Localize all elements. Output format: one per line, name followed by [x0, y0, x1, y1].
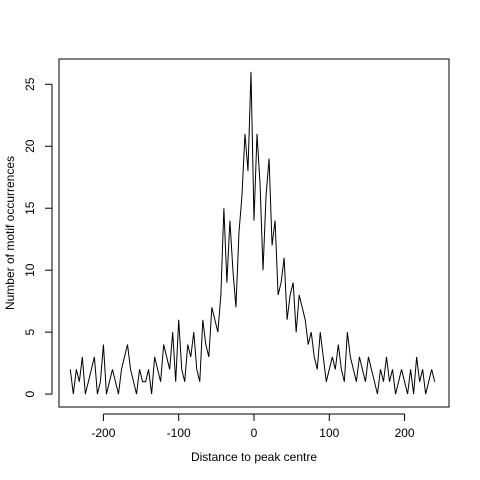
- y-tick-label: 15: [23, 201, 37, 215]
- x-axis-title: Distance to peak centre: [191, 450, 317, 464]
- x-tick-label: -200: [91, 426, 115, 440]
- x-axis: -200 -100 0 100 200: [91, 413, 415, 440]
- y-tick-label: 10: [23, 263, 37, 277]
- y-tick-label: 25: [23, 77, 37, 91]
- x-tick-label: 100: [319, 426, 339, 440]
- series-line-motif-occurrences: [69, 71, 436, 395]
- y-tick-label: 20: [23, 139, 37, 153]
- y-axis-title: Number of motif occurrences: [3, 156, 17, 310]
- x-tick-label: 200: [395, 426, 415, 440]
- y-tick-label: 0: [23, 390, 37, 397]
- y-axis: 0 5 10 15 20 25: [23, 77, 53, 397]
- x-tick-label: 0: [251, 426, 258, 440]
- y-tick-label: 5: [23, 328, 37, 335]
- x-tick-label: -100: [167, 426, 191, 440]
- plot-box: [58, 58, 450, 408]
